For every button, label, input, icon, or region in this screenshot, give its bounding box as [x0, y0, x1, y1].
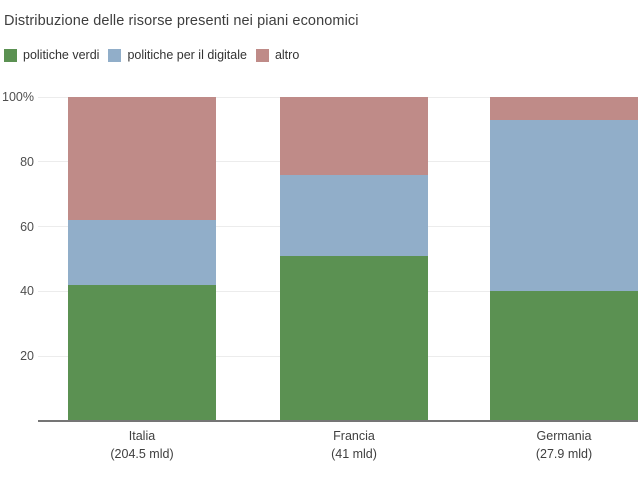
x-axis-label-italia: Italia (204.5 mld)	[110, 427, 173, 463]
legend-label: politiche verdi	[23, 48, 100, 62]
bar-segment	[280, 174, 428, 256]
bar-segment	[68, 97, 216, 221]
bar-segment	[490, 97, 638, 120]
legend-swatch-icon	[108, 48, 122, 62]
legend-item-3: altro	[255, 48, 300, 62]
bar-segment	[490, 119, 638, 292]
bar-segment	[490, 291, 638, 421]
bar-italia	[68, 97, 216, 421]
legend-label: altro	[274, 48, 300, 62]
category-amount: (27.9 mld)	[535, 447, 593, 461]
legend-swatch-icon	[4, 48, 17, 62]
bar-segment	[68, 220, 216, 285]
bar-germania	[490, 97, 638, 421]
chart-title: Distribuzione delle risorse presenti nei…	[4, 13, 359, 29]
y-tick-label-40: 40	[20, 284, 34, 299]
bar-segment	[280, 255, 428, 421]
bar-segment	[68, 284, 216, 421]
bar-francia	[280, 97, 428, 421]
y-tick-label-100: 100%	[2, 90, 34, 104]
y-tick-label-60: 60	[20, 219, 34, 234]
x-axis-label-francia: Francia (41 mld)	[331, 427, 377, 463]
y-tick-label-20: 20	[20, 349, 34, 364]
legend: politiche verdi politiche per il digitale…	[4, 48, 308, 62]
category-name: Francia	[333, 429, 375, 443]
legend-label: politiche per il digitale	[127, 48, 247, 62]
legend-item-1: politiche verdi	[4, 48, 99, 62]
category-name: Germania	[536, 429, 592, 443]
bar-segment	[280, 97, 428, 175]
x-axis-label-germania: Germania (27.9 mld)	[536, 427, 592, 463]
category-name: Italia	[128, 429, 156, 443]
x-axis-line	[38, 420, 638, 422]
legend-swatch-icon	[255, 48, 269, 62]
category-amount: (41 mld)	[331, 447, 377, 461]
y-tick-label-80: 80	[20, 154, 34, 169]
legend-item-2: politiche per il digitale	[108, 48, 247, 62]
category-amount: (204.5 mld)	[110, 447, 174, 461]
